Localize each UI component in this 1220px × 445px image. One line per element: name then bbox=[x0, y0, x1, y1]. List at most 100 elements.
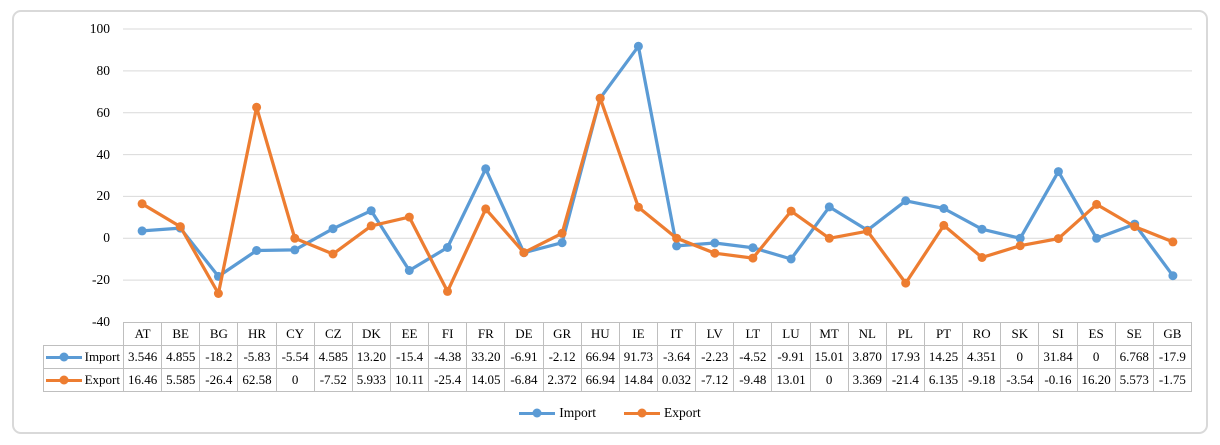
data-point-import bbox=[557, 238, 567, 248]
table-cell: 4.585 bbox=[313, 345, 353, 369]
table-header-cell: DK bbox=[351, 322, 391, 346]
table-cell: 14.25 bbox=[923, 345, 964, 369]
table-cell: 3.546 bbox=[122, 345, 163, 369]
table-header-cell: DE bbox=[504, 322, 544, 346]
data-point-export bbox=[748, 253, 758, 263]
table-header-cell: GR bbox=[542, 322, 582, 346]
data-point-import bbox=[1053, 167, 1063, 177]
table-cell: -25.4 bbox=[428, 368, 468, 392]
chart-legend: Import Export bbox=[0, 400, 1220, 426]
table-header-cell: SE bbox=[1114, 322, 1154, 346]
data-point-import bbox=[290, 245, 300, 255]
data-point-export bbox=[786, 206, 796, 216]
table-cell: -17.9 bbox=[1152, 345, 1193, 369]
table-header-cell: HR bbox=[237, 322, 277, 346]
table-cell: -9.48 bbox=[733, 368, 773, 392]
table-cell: 16.46 bbox=[122, 368, 163, 392]
table-cell: -9.91 bbox=[771, 345, 811, 369]
y-tick-label: 100 bbox=[89, 21, 110, 36]
table-cell: 66.94 bbox=[580, 345, 620, 369]
table-header-cell: CY bbox=[275, 322, 315, 346]
table-header-cell: BE bbox=[161, 322, 201, 346]
table-header-cell: RO bbox=[962, 322, 1002, 346]
table-cell: 13.20 bbox=[351, 345, 391, 369]
table-cell: -26.4 bbox=[199, 368, 239, 392]
legend-item-import: Import bbox=[519, 405, 596, 421]
table-cell: 3.369 bbox=[847, 368, 887, 392]
table-cell: -5.83 bbox=[237, 345, 277, 369]
table-cell: -1.75 bbox=[1152, 368, 1193, 392]
table-cell: 62.58 bbox=[237, 368, 277, 392]
table-cell: 10.11 bbox=[389, 368, 430, 392]
table-cell: 0 bbox=[1076, 345, 1116, 369]
data-point-export bbox=[328, 249, 338, 259]
table-cell: 17.93 bbox=[885, 345, 925, 369]
data-point-export bbox=[1168, 237, 1178, 247]
data-point-export bbox=[443, 286, 452, 296]
data-point-import bbox=[901, 196, 911, 206]
data-point-export bbox=[175, 222, 185, 232]
table-cell: -15.4 bbox=[389, 345, 430, 369]
data-point-export bbox=[901, 278, 911, 288]
data-point-export bbox=[1053, 234, 1063, 244]
table-row-export: Export 16.46 5.585 -26.4 62.58 0 -7.52 5.933 10.… bbox=[43, 368, 1193, 392]
table-cell: -7.52 bbox=[313, 368, 353, 392]
data-point-export bbox=[252, 102, 262, 112]
table-cell: 0.032 bbox=[656, 368, 697, 392]
y-tick-label: 40 bbox=[96, 146, 111, 162]
y-tick-label: 20 bbox=[96, 188, 111, 204]
data-point-import bbox=[1015, 233, 1025, 243]
data-point-export bbox=[863, 226, 872, 236]
table-cell: 13.01 bbox=[771, 368, 811, 392]
legend-key-icon bbox=[45, 352, 82, 362]
table-header-cell: LV bbox=[695, 322, 735, 346]
table-cell: -2.23 bbox=[695, 345, 735, 369]
data-point-export bbox=[672, 233, 682, 243]
legend-label: Import bbox=[559, 405, 596, 420]
data-point-import bbox=[481, 164, 491, 174]
y-tick-label: 60 bbox=[96, 104, 111, 120]
series-label: Import bbox=[84, 349, 120, 364]
data-point-export bbox=[595, 93, 605, 103]
table-cell: 66.94 bbox=[580, 368, 620, 392]
table-header-cell: MT bbox=[809, 322, 849, 346]
table-cell: -2.12 bbox=[542, 345, 582, 369]
table-header-cell: EE bbox=[389, 322, 430, 346]
table-cell: 15.01 bbox=[809, 345, 849, 369]
table-header-cell: FR bbox=[466, 322, 506, 346]
table-header-cell: LT bbox=[733, 322, 773, 346]
table-header-cell: FI bbox=[428, 322, 468, 346]
series-label-cell: Import bbox=[43, 345, 124, 369]
series-label-cell: Export bbox=[43, 368, 124, 392]
table-row-import: Import 3.546 4.855 -18.2 -5.83 -5.54 4.585 13.2… bbox=[43, 345, 1193, 369]
data-point-import bbox=[939, 204, 949, 213]
data-point-import bbox=[443, 243, 452, 252]
data-point-export bbox=[519, 248, 529, 258]
table-corner-cell bbox=[44, 323, 124, 346]
legend-item-export: Export bbox=[624, 405, 701, 421]
table-cell: -4.52 bbox=[733, 345, 773, 369]
data-point-import bbox=[710, 238, 720, 248]
table-header-cell: LU bbox=[771, 322, 811, 346]
data-point-import bbox=[137, 226, 147, 236]
data-point-import bbox=[1168, 271, 1178, 281]
table-cell: -18.2 bbox=[199, 345, 239, 369]
y-tick-label: -40 bbox=[92, 314, 110, 329]
table-cell: 0 bbox=[809, 368, 849, 392]
data-point-export bbox=[824, 233, 834, 243]
data-point-export bbox=[939, 220, 949, 230]
table-cell: 0 bbox=[275, 368, 315, 392]
table-cell: 4.855 bbox=[161, 345, 201, 369]
legend-key-icon bbox=[624, 408, 660, 418]
table-header-cell: IT bbox=[656, 322, 697, 346]
legend-key-icon bbox=[519, 408, 556, 418]
data-point-export bbox=[557, 228, 567, 238]
table-cell: 91.73 bbox=[618, 345, 658, 369]
data-point-export bbox=[290, 233, 300, 243]
table-header-cell: CZ bbox=[313, 322, 353, 346]
table-cell: 5.585 bbox=[161, 368, 201, 392]
table-cell: -4.38 bbox=[428, 345, 468, 369]
y-tick-label: 80 bbox=[96, 62, 111, 78]
table-cell: 14.84 bbox=[618, 368, 658, 392]
data-point-export bbox=[1092, 199, 1102, 209]
